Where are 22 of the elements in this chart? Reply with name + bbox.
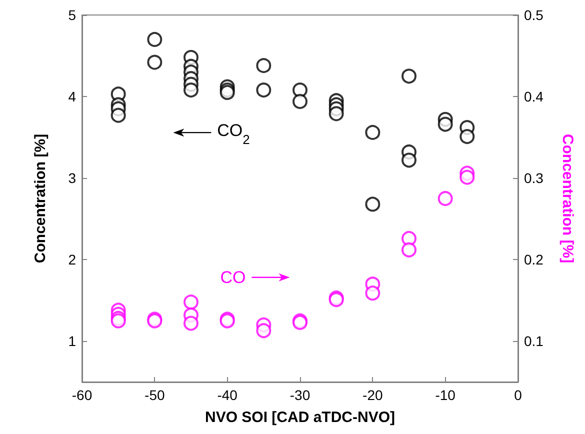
x-tick-label: -30 xyxy=(290,387,310,403)
y-tick-label: 4 xyxy=(68,88,76,105)
y-tick-label: 2 xyxy=(68,252,76,268)
annotation: CO xyxy=(220,268,246,287)
y2-tick-label: 0.4 xyxy=(524,88,544,105)
y-axis-title: Concentration [%] xyxy=(32,134,49,264)
x-tick-label: -60 xyxy=(72,387,92,403)
y2-axis-title: Concentration [%] xyxy=(559,134,576,264)
annotation: CO$_{2}$ xyxy=(217,121,250,147)
x-tick-label: -50 xyxy=(144,387,165,403)
y2-tick-label: 0.1 xyxy=(524,333,544,350)
y-tick-label: 5 xyxy=(68,7,76,23)
y-tick-label: 3 xyxy=(68,170,76,186)
y2-tick-label: 0.5 xyxy=(524,7,544,23)
x-tick-label: -40 xyxy=(217,387,238,403)
y2-tick-label: 0.3 xyxy=(524,170,544,186)
x-tick-label: 0 xyxy=(514,387,522,403)
y2-tick-label: 0.2 xyxy=(524,252,544,268)
y-tick-label: 1 xyxy=(68,333,76,350)
x-tick-label: -20 xyxy=(362,387,383,403)
x-axis-title: NVO SOI [CAD aTDC-NVO] xyxy=(204,409,396,426)
x-tick-label: -10 xyxy=(435,387,456,403)
